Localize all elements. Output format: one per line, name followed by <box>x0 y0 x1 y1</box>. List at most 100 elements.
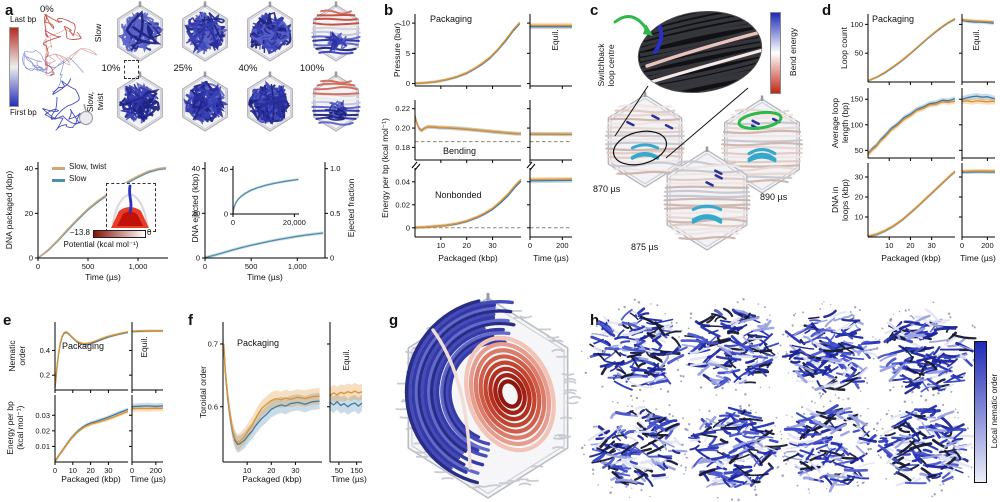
panel-c-letter: c <box>590 2 599 19</box>
svg-text:30: 30 <box>291 466 299 475</box>
chart-nonbonded-equil: 0 200 <box>527 168 573 250</box>
equil-label-d: Equil. <box>971 29 982 51</box>
svg-text:0: 0 <box>406 223 410 232</box>
svg-text:0: 0 <box>231 218 235 227</box>
legend-label-slow-twist: Slow, twist <box>69 162 107 171</box>
energy-bp-ylabel: Energy per bp (kcal mol⁻¹) <box>5 401 25 455</box>
packaging-label-e: Packaging <box>62 341 105 351</box>
time-label-870: 870 µs <box>593 184 621 194</box>
svg-text:0.2: 0.2 <box>40 371 50 380</box>
portal-potential-render <box>111 184 149 228</box>
loop-length-ylabel: Average loop length (bp) <box>830 98 850 148</box>
chart-dna-packaged: 0 500 1,000 0 20 40 <box>25 162 168 271</box>
svg-text:0: 0 <box>29 254 33 263</box>
svg-text:30: 30 <box>855 173 863 182</box>
pressure-ylabel: Pressure (bar) <box>392 22 403 78</box>
potential-inset-box <box>106 183 156 232</box>
loop-count-ylabel: Loop count <box>839 26 850 70</box>
svg-text:20,000: 20,000 <box>283 218 306 227</box>
chart-loop-length-equil <box>959 88 996 161</box>
dna-ejected-ylabel: DNA ejected (kbp) <box>190 173 201 243</box>
svg-text:500: 500 <box>245 262 258 271</box>
panel-h-letter: h <box>590 312 600 329</box>
zoom-region-box <box>124 60 139 79</box>
svg-text:20: 20 <box>25 209 33 218</box>
potential-colorbar-label: Potential (kcal mol⁻¹) <box>63 240 139 249</box>
chart-toroidal-equil: 50 150 <box>327 322 363 475</box>
svg-text:0: 0 <box>53 466 57 475</box>
svg-text:500: 500 <box>82 262 95 271</box>
panel-g-letter: g <box>389 312 399 329</box>
svg-text:10: 10 <box>402 19 410 28</box>
svg-text:0: 0 <box>36 262 40 271</box>
chart-dna-ejected: 0 500 1,000 0 20 40 0 0.5 1.0 <box>192 162 340 271</box>
d-xlabel-main: Packaged (kbp) <box>881 253 941 263</box>
chart-bending-main: 0.18 0.20 0.22 <box>395 100 522 163</box>
bp-colorbar <box>9 27 19 107</box>
legend-swatch-slow <box>52 179 65 182</box>
chart-loop-length-main: 50 100 150 <box>850 88 956 161</box>
svg-text:0.5: 0.5 <box>330 209 340 218</box>
svg-text:40: 40 <box>192 164 200 173</box>
chart-nematic-equil <box>129 322 163 393</box>
svg-text:0: 0 <box>330 254 334 263</box>
svg-text:30: 30 <box>104 466 112 475</box>
capsid-snapshots-render <box>117 1 361 132</box>
bp-colorbar-bottom-label: First bp <box>10 108 37 117</box>
svg-text:20: 20 <box>855 193 863 202</box>
toroidal-ylabel: Toroidal order <box>198 366 209 418</box>
chart-loop-count-main: 50 100 <box>850 14 956 85</box>
legend-label-slow: Slow <box>69 174 87 183</box>
svg-text:10: 10 <box>243 466 251 475</box>
chart-pressure-main: 0 5 10 <box>402 14 521 89</box>
svg-text:1.0: 1.0 <box>330 164 340 173</box>
chart-dna-in-loops-equil: 0 200 <box>959 163 996 250</box>
potential-max-label: 0 <box>147 228 152 237</box>
svg-text:0.7: 0.7 <box>208 339 218 348</box>
svg-text:0: 0 <box>203 262 207 271</box>
svg-text:20: 20 <box>86 466 94 475</box>
svg-text:0: 0 <box>528 241 532 250</box>
svg-text:0: 0 <box>130 466 134 475</box>
row-label-slow: Slow <box>93 23 104 43</box>
svg-text:0: 0 <box>224 210 228 219</box>
svg-text:100: 100 <box>850 120 863 129</box>
bending-label: Bending <box>443 146 477 156</box>
svg-text:0.01: 0.01 <box>35 442 50 451</box>
pct-label-100: 100% <box>299 63 325 74</box>
chart-loop-count-equil <box>959 14 995 85</box>
chart-dna-in-loops-main: 10 20 30 10 20 30 <box>855 163 956 250</box>
axis-break-icon <box>411 161 421 171</box>
svg-text:10: 10 <box>69 466 77 475</box>
panel-d-letter: d <box>822 2 832 19</box>
svg-text:0: 0 <box>196 254 200 263</box>
svg-text:0.6: 0.6 <box>208 402 218 411</box>
bp-colorbar-top-label: Last bp <box>10 15 37 24</box>
b-xlabel-main: Packaged (kbp) <box>438 253 498 263</box>
chart-bending-equil <box>527 100 573 163</box>
svg-text:50: 50 <box>855 49 863 58</box>
nonbonded-label: Nonbonded <box>435 190 482 200</box>
equil-label-b: Equil. <box>550 29 561 51</box>
svg-text:1,000: 1,000 <box>288 262 307 271</box>
nematic-order-renders <box>580 298 980 502</box>
svg-text:30: 30 <box>488 241 496 250</box>
svg-text:0.03: 0.03 <box>35 411 50 420</box>
e-xlabel-main: Packaged (kbp) <box>61 474 121 484</box>
svg-text:5: 5 <box>406 49 410 58</box>
ejected-fraction-ylabel: Ejected fraction <box>346 178 357 238</box>
panel-f-letter: f <box>188 312 193 329</box>
svg-text:50: 50 <box>855 146 863 155</box>
pct-label-25: 25% <box>173 63 193 74</box>
svg-text:0.04: 0.04 <box>395 177 410 186</box>
svg-text:0.02: 0.02 <box>35 426 50 435</box>
chart-pressure-equil <box>527 14 572 89</box>
pct-label-0: 0% <box>40 4 54 15</box>
svg-text:1,000: 1,000 <box>129 262 148 271</box>
svg-text:0.4: 0.4 <box>40 346 50 355</box>
switchback-loop-render <box>604 3 803 251</box>
svg-text:0.18: 0.18 <box>395 143 410 152</box>
packaging-label-f: Packaging <box>237 338 280 348</box>
potential-min-label: −13.8 <box>69 228 90 237</box>
